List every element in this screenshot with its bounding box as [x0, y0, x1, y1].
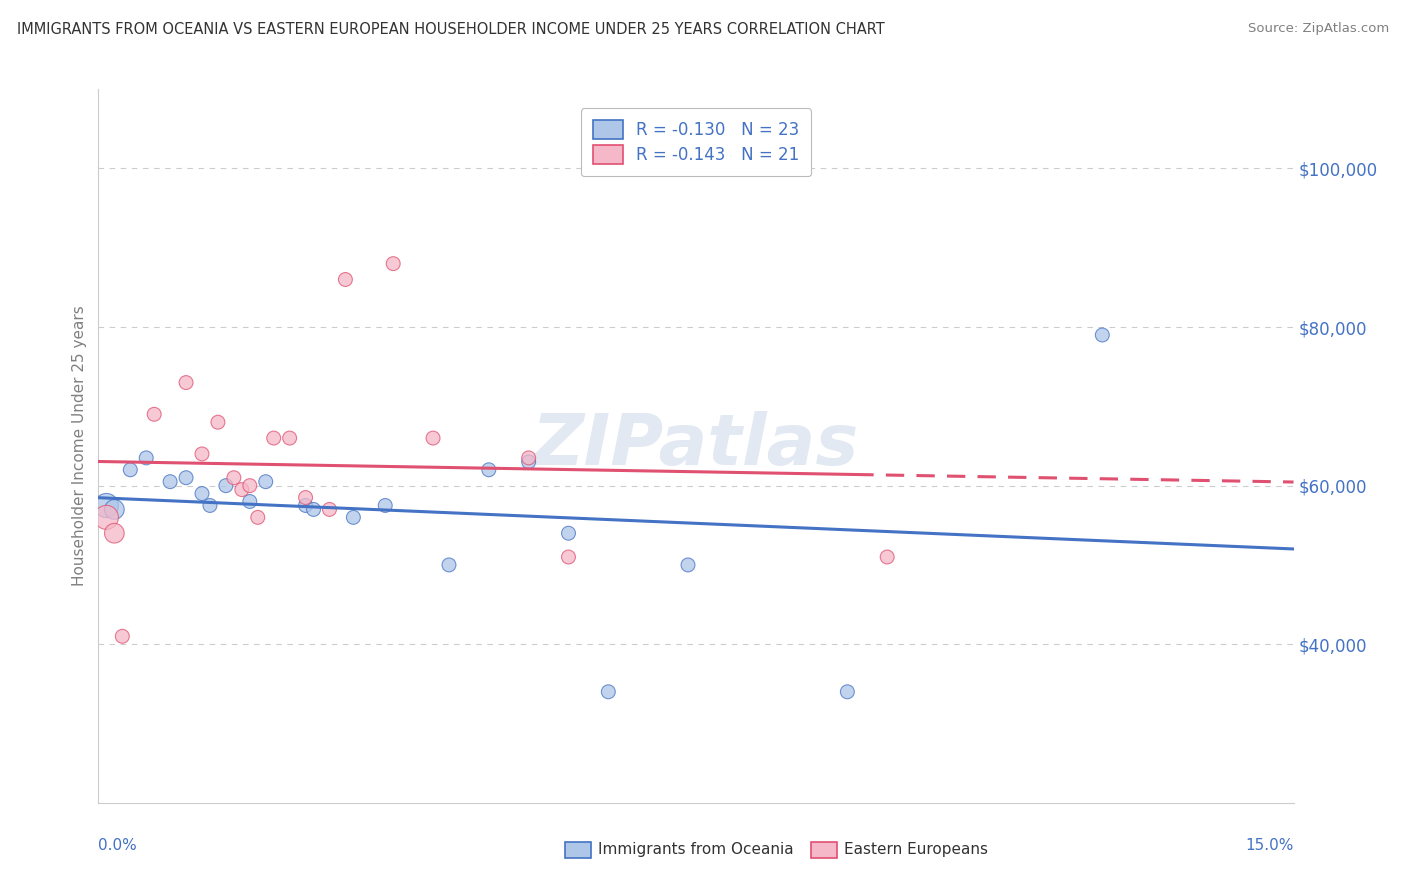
Point	[143, 407, 166, 421]
Point	[1091, 328, 1114, 343]
Point	[335, 272, 357, 286]
Point	[478, 463, 501, 477]
Point	[191, 486, 214, 500]
Point	[517, 450, 540, 465]
Point	[302, 502, 325, 516]
Point	[254, 475, 277, 489]
Text: IMMIGRANTS FROM OCEANIA VS EASTERN EUROPEAN HOUSEHOLDER INCOME UNDER 25 YEARS CO: IMMIGRANTS FROM OCEANIA VS EASTERN EUROP…	[17, 22, 884, 37]
Point	[876, 549, 898, 564]
Point	[278, 431, 301, 445]
Point	[215, 478, 238, 492]
Point	[676, 558, 699, 572]
Point	[207, 415, 229, 429]
Point	[191, 447, 214, 461]
Text: 15.0%: 15.0%	[1246, 838, 1294, 854]
Text: 0.0%: 0.0%	[98, 838, 138, 854]
Point	[318, 502, 340, 516]
Point	[342, 510, 364, 524]
Point	[557, 549, 579, 564]
Point	[437, 558, 460, 572]
Point	[135, 450, 157, 465]
Point	[174, 471, 197, 485]
Point	[96, 510, 118, 524]
Point	[239, 478, 262, 492]
Point	[96, 499, 118, 513]
Y-axis label: Householder Income Under 25 years: Householder Income Under 25 years	[72, 306, 87, 586]
Point	[422, 431, 444, 445]
Point	[557, 526, 579, 541]
Point	[294, 499, 316, 513]
Point	[120, 463, 142, 477]
Point	[598, 685, 620, 699]
Point	[517, 455, 540, 469]
Legend: R = -0.130   N = 23, R = -0.143   N = 21: R = -0.130 N = 23, R = -0.143 N = 21	[581, 108, 811, 176]
Point	[103, 526, 125, 541]
Point	[103, 502, 125, 516]
Point	[222, 471, 245, 485]
Point	[382, 257, 405, 271]
Point	[294, 491, 316, 505]
Point	[174, 376, 197, 390]
Point	[198, 499, 221, 513]
Point	[239, 494, 262, 508]
Point	[263, 431, 285, 445]
Text: Eastern Europeans: Eastern Europeans	[844, 842, 987, 856]
Point	[111, 629, 134, 643]
Text: Source: ZipAtlas.com: Source: ZipAtlas.com	[1249, 22, 1389, 36]
Point	[231, 483, 253, 497]
Text: Immigrants from Oceania: Immigrants from Oceania	[598, 842, 793, 856]
Point	[159, 475, 181, 489]
Text: ZIPatlas: ZIPatlas	[533, 411, 859, 481]
Point	[837, 685, 859, 699]
Point	[374, 499, 396, 513]
Point	[246, 510, 269, 524]
